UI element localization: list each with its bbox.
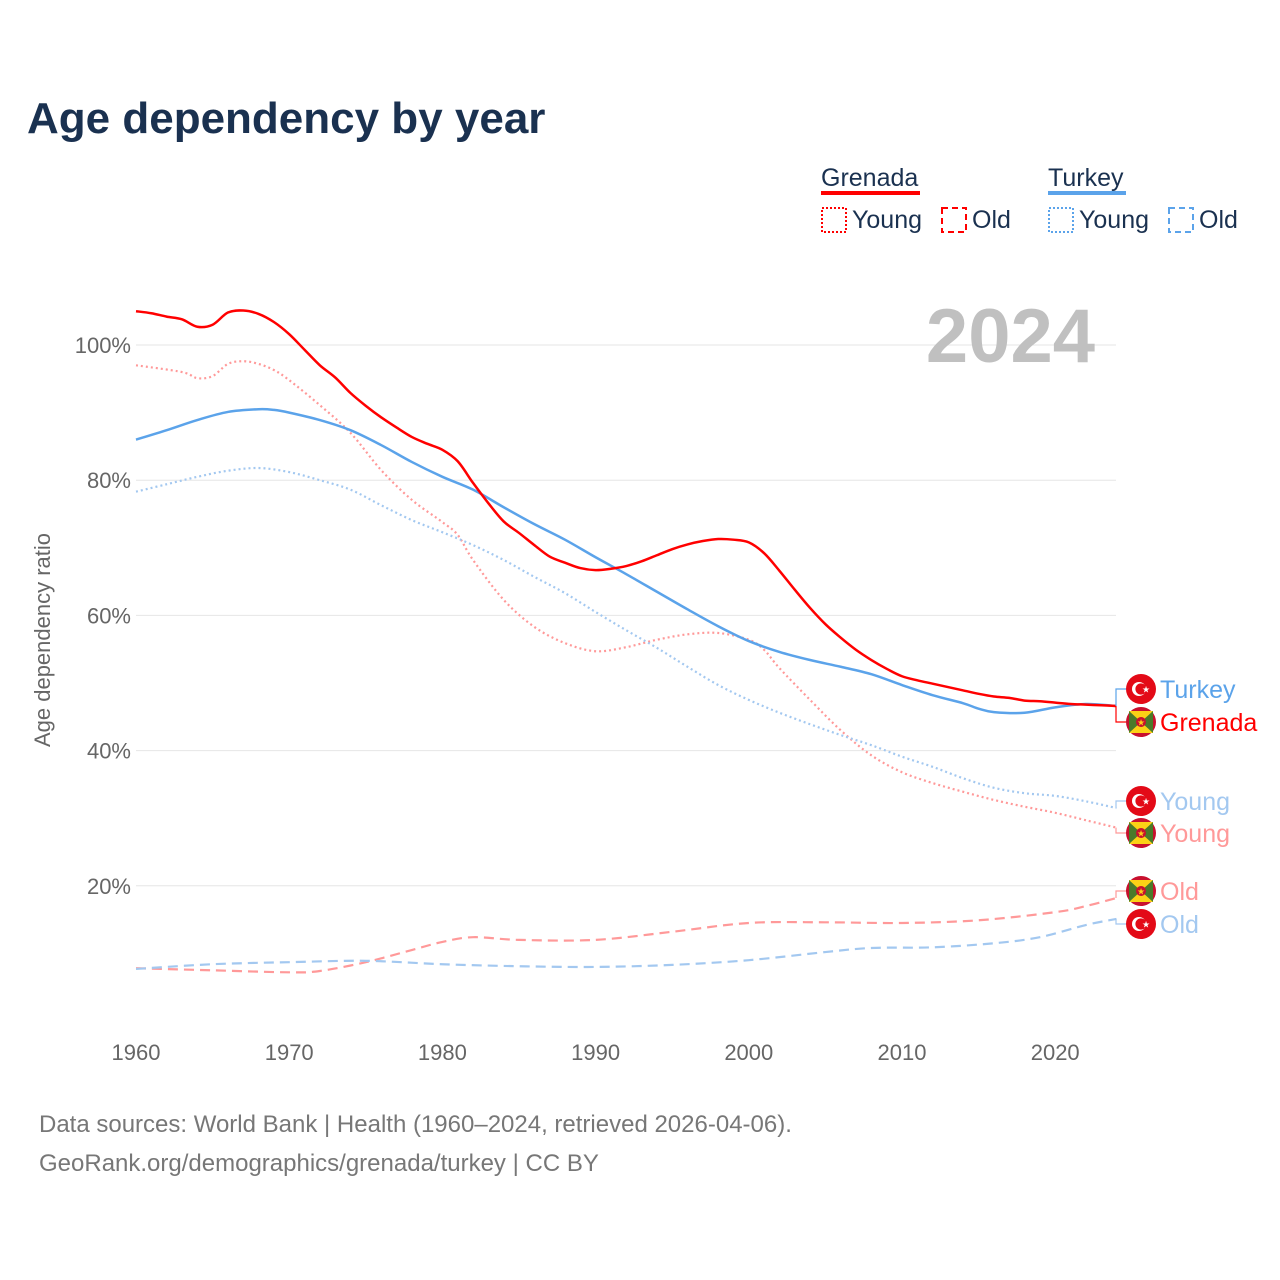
series-line-turkey-old: [135, 917, 1117, 971]
series-line-turkey-young: [135, 466, 1117, 810]
year-watermark: 2024: [926, 294, 1095, 379]
legend-grenada-old: Old: [972, 206, 1011, 234]
legend-turkey-swatch: [1048, 191, 1126, 195]
legend-grenada-young-swatch: [821, 207, 847, 233]
svg-text:★: ★: [1142, 685, 1150, 695]
y-tick-label: 60%: [87, 603, 131, 628]
x-tick-label: 2020: [1031, 1040, 1080, 1065]
x-tick-label: 2010: [878, 1040, 927, 1065]
legend-turkey-old-swatch: [1168, 207, 1194, 233]
y-tick-label: 20%: [87, 874, 131, 899]
end-label-turkey-old: Old: [1160, 911, 1199, 939]
legend-turkey-old: Old: [1199, 206, 1238, 234]
legend-grenada-old-swatch: [941, 207, 967, 233]
source-line-1: Data sources: World Bank | Health (1960–…: [39, 1111, 792, 1138]
end-label-turkey: Turkey: [1160, 676, 1236, 704]
turkey-flag-icon: ★: [1126, 786, 1156, 816]
end-label-connector: [1115, 827, 1126, 834]
source-line-2: GeoRank.org/demographics/grenada/turkey …: [39, 1150, 599, 1177]
legend-grenada-young: Young: [852, 206, 922, 234]
svg-text:★: ★: [1142, 920, 1150, 930]
legend-turkey-young-swatch: [1048, 207, 1074, 233]
x-tick-label: 1970: [265, 1040, 314, 1065]
y-axis-ticks: 20% 40% 60% 80% 100%: [75, 333, 131, 899]
series-line-turkey: [135, 407, 1117, 715]
end-label-turkey-young: Young: [1160, 788, 1230, 816]
end-label-grenada-young: Young: [1160, 820, 1230, 848]
end-label-connector: [1115, 800, 1126, 809]
end-label-grenada: Grenada: [1160, 709, 1257, 737]
end-label-connector: [1115, 890, 1126, 898]
turkey-flag-icon: ★: [1126, 909, 1156, 939]
legend-grenada-swatch: [821, 191, 920, 195]
end-label-connector: [1115, 688, 1126, 706]
x-tick-label: 1990: [571, 1040, 620, 1065]
series-line-grenada-old: [135, 896, 1117, 974]
y-tick-label: 80%: [87, 468, 131, 493]
y-tick-label: 40%: [87, 739, 131, 764]
grenada-flag-icon: ★: [1126, 876, 1156, 906]
series-line-grenada-young: [135, 360, 1117, 829]
y-tick-label: 100%: [75, 333, 131, 358]
turkey-flag-icon: ★: [1126, 674, 1156, 704]
svg-text:★: ★: [1137, 887, 1145, 897]
x-tick-label: 2000: [724, 1040, 773, 1065]
chart-title: Age dependency by year: [27, 94, 545, 143]
grenada-flag-icon: ★: [1126, 707, 1156, 737]
x-tick-label: 1960: [112, 1040, 161, 1065]
y-axis-label: Age dependency ratio: [30, 533, 55, 747]
series-lines: [135, 309, 1117, 974]
legend-turkey-young: Young: [1079, 206, 1149, 234]
legend-turkey: Turkey: [1048, 164, 1124, 192]
end-label-connector: [1115, 705, 1126, 723]
end-label-connector: [1115, 918, 1126, 925]
svg-text:★: ★: [1137, 829, 1145, 839]
end-label-grenada-old: Old: [1160, 878, 1199, 906]
svg-text:★: ★: [1142, 797, 1150, 807]
x-tick-label: 1980: [418, 1040, 467, 1065]
grenada-flag-icon: ★: [1126, 818, 1156, 848]
svg-text:★: ★: [1137, 718, 1145, 728]
gridlines: [136, 344, 1116, 887]
x-axis-ticks: 1960 1970 1980 1990 2000 2010 2020: [112, 1040, 1080, 1065]
end-labels: ★ Grenada ★ Turkey ★ Young ★ Young ★ Old ★ Old: [1115, 674, 1257, 939]
legend-grenada: Grenada: [821, 164, 918, 192]
legend: Grenada Young Old Turkey Young Old: [821, 164, 1238, 234]
series-line-grenada: [135, 309, 1117, 708]
